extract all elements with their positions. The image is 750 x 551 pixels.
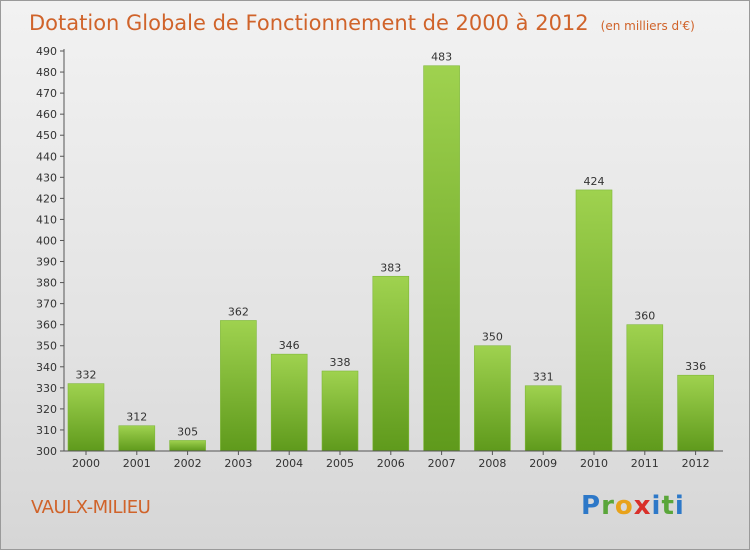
x-tick-label: 2007: [428, 457, 456, 470]
bar-value-label: 483: [431, 51, 452, 64]
y-tick-label: 490: [36, 45, 57, 58]
y-tick-label: 350: [36, 340, 57, 353]
bar-value-label: 360: [634, 310, 655, 323]
bar-value-label: 332: [76, 369, 97, 382]
bar-value-label: 331: [533, 371, 554, 384]
chart-title-text: Dotation Globale de Fonctionnement de 20…: [29, 11, 589, 35]
x-tick-label: 2002: [174, 457, 202, 470]
x-tick-label: 2000: [72, 457, 100, 470]
proxiti-logo: Proxiti: [581, 491, 685, 521]
y-tick-label: 480: [36, 66, 57, 79]
bar-value-label: 312: [126, 411, 147, 424]
y-tick-label: 410: [36, 213, 57, 226]
bar: [118, 425, 156, 452]
bar-value-label: 338: [330, 356, 351, 369]
bar-value-label: 383: [380, 261, 401, 274]
bar-value-label: 424: [584, 175, 605, 188]
bar: [270, 353, 308, 452]
x-tick-label: 2005: [326, 457, 354, 470]
bar: [423, 65, 460, 452]
y-tick-label: 390: [36, 256, 57, 269]
y-tick-label: 420: [36, 192, 57, 205]
x-tick-label: 2011: [631, 457, 659, 470]
bars: 332 312 305 362 346 338 383 483 350 331 424 360 336: [67, 51, 714, 452]
y-tick-label: 340: [36, 361, 57, 374]
x-tick-label: 2012: [682, 457, 710, 470]
bar-value-label: 305: [177, 425, 198, 438]
bar-value-label: 336: [685, 360, 706, 373]
x-tick-label: 2004: [275, 457, 303, 470]
bar: [474, 345, 511, 452]
x-tick-label: 2006: [377, 457, 405, 470]
bar: [524, 385, 562, 452]
bar: [169, 440, 206, 452]
bar-value-label: 346: [279, 339, 300, 352]
y-axis: 300 310 320 330 340 350 360 370 380 390 400 410 420 4…: [36, 45, 65, 458]
x-tick-label: 2003: [224, 457, 252, 470]
bar: [67, 383, 105, 452]
y-tick-label: 430: [36, 171, 57, 184]
x-tick-label: 2008: [478, 457, 506, 470]
bar: [220, 320, 257, 452]
bar: [321, 370, 359, 452]
y-tick-label: 470: [36, 87, 57, 100]
x-tick-label: 2001: [123, 457, 151, 470]
town-name: VAULX-MILIEU: [31, 497, 151, 518]
bar: [575, 189, 613, 452]
y-tick-label: 330: [36, 382, 57, 395]
bar: [677, 374, 714, 452]
x-tick-label: 2010: [580, 457, 608, 470]
unit-note: (en milliers d'€): [600, 19, 695, 33]
y-tick-label: 310: [36, 424, 57, 437]
y-tick-label: 300: [36, 445, 57, 458]
y-tick-label: 380: [36, 277, 57, 290]
bar: [372, 275, 410, 452]
bar-value-label: 350: [482, 331, 503, 344]
chart-title: Dotation Globale de Fonctionnement de 20…: [29, 7, 695, 39]
bar: [626, 324, 664, 452]
y-tick-label: 450: [36, 129, 57, 142]
y-tick-label: 460: [36, 108, 57, 121]
y-tick-label: 360: [36, 319, 57, 332]
y-tick-label: 400: [36, 234, 57, 247]
y-tick-label: 440: [36, 150, 57, 163]
y-tick-label: 370: [36, 298, 57, 311]
x-axis: 2000 2001 2002 2003 2004 2005 2006 2007 2008 2009…: [64, 450, 723, 470]
y-tick-label: 320: [36, 403, 57, 416]
x-tick-label: 2009: [529, 457, 557, 470]
bar-value-label: 362: [228, 305, 249, 318]
